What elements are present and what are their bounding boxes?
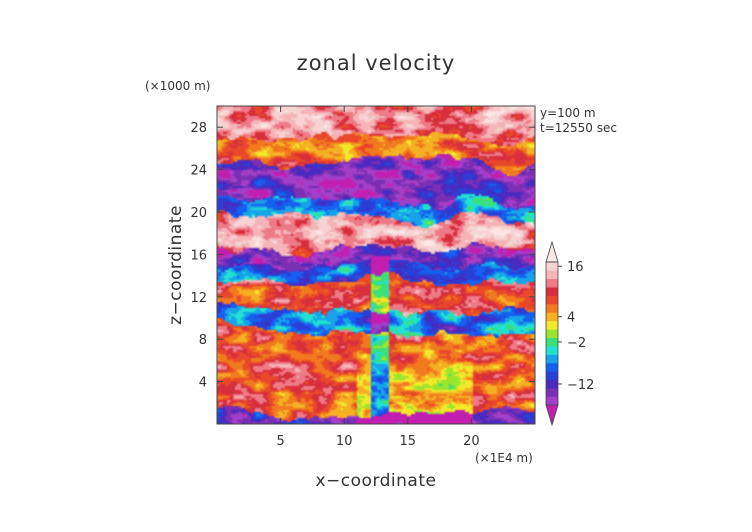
colorbar-bin	[546, 396, 558, 406]
colorbar-bin	[546, 278, 558, 288]
y-tick-label: 20	[190, 206, 207, 221]
colorbar-bin	[546, 379, 558, 389]
y-tick-label: 16	[190, 248, 207, 263]
x-tick-label: 5	[276, 434, 284, 449]
colorbar-bin	[546, 362, 558, 372]
colorbar-bin	[546, 337, 558, 347]
colorbar-bin	[546, 388, 558, 397]
x-unit-label: (×1E4 m)	[475, 451, 533, 465]
x-axis-label: x−coordinate	[316, 471, 437, 491]
colorbar-tick-label: −12	[567, 378, 594, 393]
colorbar: 16 4 −2 −12	[545, 240, 594, 427]
x-tick-label: 20	[463, 434, 480, 449]
chart-title: zonal velocity	[297, 51, 456, 75]
colorbar-bin	[546, 262, 558, 271]
colorbar-bin	[546, 320, 558, 330]
colorbar-extend-min	[545, 404, 559, 427]
y-tick-label: 24	[190, 164, 207, 179]
colorbar-frame	[545, 261, 559, 406]
heatmap-field	[217, 106, 535, 424]
x-tick-label: 15	[400, 434, 417, 449]
plot-frame	[216, 105, 536, 425]
y-unit-label: (×1000 m)	[145, 79, 210, 93]
annotation-y: y=100 m	[540, 106, 596, 120]
y-tick-label: 4	[199, 376, 207, 391]
colorbar-bin	[546, 304, 558, 313]
colorbar-tick-label: 16	[567, 260, 584, 275]
colorbar-bin	[546, 329, 558, 339]
colorbar-bin	[546, 295, 558, 305]
colorbar-bin	[546, 346, 558, 355]
colorbar-bin	[546, 312, 558, 322]
y-axis: 4 8 12 16 20 24 28	[190, 121, 535, 391]
plot-area	[216, 105, 536, 425]
x-axis: 5 10 15 20	[276, 106, 480, 449]
colorbar-bin	[546, 270, 558, 280]
y-tick-label: 28	[190, 121, 207, 136]
x-tick-label: 10	[336, 434, 353, 449]
annotation-t: t=12550 sec	[540, 121, 617, 135]
y-tick-label: 8	[199, 333, 207, 348]
colorbar-bin	[546, 354, 558, 364]
y-axis-label: z−coordinate	[166, 205, 186, 325]
colorbar-tick-label: 4	[567, 311, 575, 326]
colorbar-bin	[546, 371, 558, 381]
colorbar-bin	[546, 287, 558, 296]
colorbar-tick-label: −2	[567, 336, 586, 351]
y-tick-label: 12	[190, 291, 207, 306]
colorbar-extend-max	[545, 240, 559, 263]
